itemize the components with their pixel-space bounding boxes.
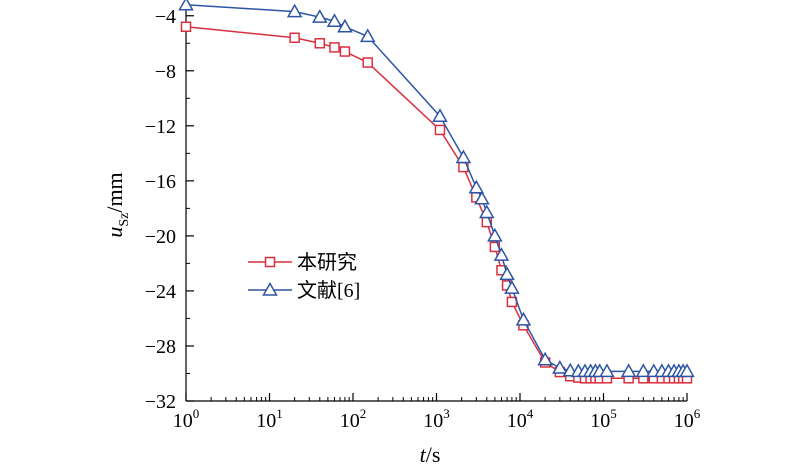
series-line: [185, 26, 687, 380]
x-tick-label: 100: [173, 406, 200, 432]
triangle-marker: [359, 28, 376, 43]
square-marker: [180, 21, 192, 33]
x-tick-exponent: 6: [694, 406, 701, 421]
triangle-marker: [178, 0, 194, 11]
square-marker: [339, 46, 351, 57]
y-tick-label: −28: [145, 336, 176, 358]
x-tick-exponent: 2: [360, 406, 367, 421]
square-marker: [329, 42, 340, 53]
x-tick-exponent: 4: [527, 406, 534, 421]
triangle-marker: [286, 3, 303, 18]
x-tick-exponent: 1: [276, 406, 283, 421]
y-tick-label: −16: [145, 171, 176, 193]
triangle-marker: [515, 311, 532, 326]
x-tick-base: 10: [590, 410, 610, 432]
triangle-marker: [635, 363, 652, 378]
x-tick-exponent: 3: [443, 406, 450, 421]
triangle-marker: [455, 149, 472, 164]
y-axis-title: uSz/mm: [102, 172, 132, 237]
axis-titles: t/s uSz/mm: [102, 172, 440, 467]
triangle-marker: [478, 204, 495, 219]
x-tick-label: 106: [674, 406, 701, 432]
y-tick-label: −32: [145, 391, 176, 413]
triangle-marker: [599, 363, 615, 378]
x-tick-label: 105: [590, 406, 617, 432]
legend-label: 本研究: [297, 251, 357, 274]
triangle-marker: [337, 18, 353, 33]
x-axis-title-unit: /s: [426, 442, 441, 467]
legend-label: 文献[6]: [297, 279, 360, 302]
x-tick-label: 104: [507, 406, 534, 432]
x-tick-base: 10: [256, 410, 276, 432]
y-tick-label: −24: [145, 281, 176, 303]
series-2: [178, 0, 695, 378]
x-tick-label: 101: [256, 406, 283, 432]
square-marker: [314, 38, 326, 49]
x-tick-base: 10: [340, 410, 360, 432]
triangle-marker: [499, 266, 515, 281]
x-tick-base: 10: [507, 410, 527, 432]
triangle-marker: [326, 13, 343, 28]
triangle-marker: [679, 363, 695, 378]
triangle-marker: [537, 351, 553, 366]
x-tick-label: 102: [340, 406, 367, 432]
series-line: [185, 4, 687, 373]
y-tick-label: −20: [145, 226, 176, 248]
x-axis-title: t/s: [420, 442, 441, 467]
triangle-marker: [620, 363, 637, 378]
y-axis-title-variable: u: [102, 227, 127, 238]
square-marker: [264, 256, 276, 268]
triangle-marker: [552, 359, 568, 374]
x-tick-exponent: 0: [193, 406, 200, 421]
legend-entry-1: 本研究: [248, 251, 357, 274]
y-tick-label: −4: [155, 6, 176, 28]
triangle-marker: [468, 179, 485, 194]
y-tick-label: −12: [145, 116, 176, 138]
y-tick-label: −8: [155, 61, 176, 83]
x-tick-exponent: 5: [610, 406, 617, 421]
x-tick-label: 103: [423, 406, 450, 432]
series-layer: [178, 0, 695, 384]
triangle-marker: [504, 280, 520, 294]
x-tick-base: 10: [423, 410, 443, 432]
square-marker: [434, 124, 446, 136]
triangle-marker: [311, 9, 328, 23]
triangle-marker: [493, 247, 510, 261]
x-tick-base: 10: [173, 410, 193, 432]
y-axis-title-unit: /mm: [102, 172, 127, 212]
triangle-marker: [487, 227, 503, 242]
triangle-marker: [432, 108, 448, 122]
legend-entry-2: 文献[6]: [248, 279, 360, 302]
x-tick-base: 10: [674, 410, 694, 432]
series-1: [180, 21, 693, 384]
square-marker: [362, 57, 373, 68]
y-axis-title-subscript: Sz: [117, 213, 132, 227]
square-marker: [289, 32, 300, 44]
triangle-marker: [262, 281, 278, 296]
x-axis-title-variable: t: [420, 442, 427, 467]
triangle-marker: [474, 190, 490, 205]
